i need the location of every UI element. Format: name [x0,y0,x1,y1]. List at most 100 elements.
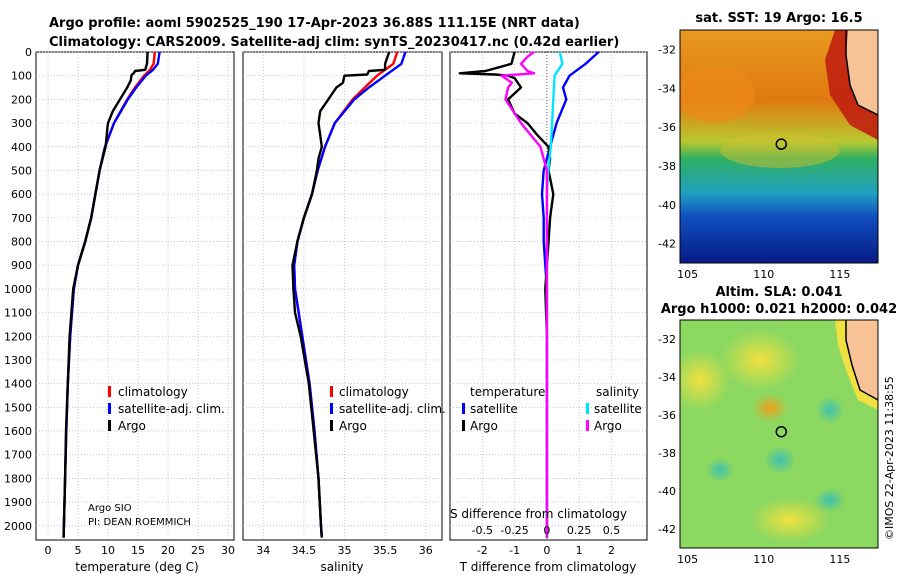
imos-credit: ©IMOS 22-Apr-2023 11:38:55 [883,376,896,540]
temperature-gridlines [36,51,234,540]
legend-satellite-swatch [330,403,333,414]
depth-tick-label: 400 [11,141,32,154]
salinity-legend: climatology satellite-adj. clim. Argo [330,385,446,433]
salinity-gridlines [243,51,442,540]
s-tick-label: 0 [543,524,550,537]
sst-front-patch [720,132,840,168]
legend-climatology-swatch [330,386,333,397]
sla-blob [720,330,800,390]
map-lat-tick-label: -36 [658,409,676,422]
salinity-axes-box [242,51,443,541]
sst-coastline [845,30,878,116]
difference-tick-labels: -2 -1 0 1 2 [477,544,615,557]
depth-tick-label: 500 [11,164,32,177]
temperature-axes-box [35,51,235,541]
sla-map-title: Altim. SLA: 0.041 [716,285,843,300]
depth-tick-label: 1900 [4,496,32,509]
s-difference-tick-labels: -0.5 -0.25 0 0.25 0.5 [472,524,621,537]
map-lon-tick-label: 110 [753,268,774,281]
x-tick-label: 36 [419,544,433,557]
argo-info-line1: Argo SIO [88,503,132,514]
legend-argo-swatch [108,420,111,431]
legend-climatology-label: climatology [339,385,409,399]
depth-tick-label: 1800 [4,472,32,485]
map-lat-tick-label: -34 [658,371,676,384]
legend-argo-label: Argo [339,419,367,433]
legend-argo-label: Argo [118,419,146,433]
temperature-lines [62,51,161,538]
difference-legend: temperature salinity satellite Argo sate… [462,385,642,433]
x-tick-label: 0 [45,544,52,557]
depth-tick-label: 600 [11,188,32,201]
map-lon-tick-label: 115 [829,268,850,281]
sla-blob [680,350,730,410]
sla-map-subtitle: Argo h1000: 0.021 h2000: 0.042 [661,302,897,317]
x-tick-label: -2 [477,544,488,557]
difference-axes-box [449,51,648,541]
map-lon-tick-label: 115 [829,553,850,566]
map-lat-tick-label: -38 [658,447,676,460]
x-tick-label: 0 [543,544,550,557]
x-tick-label: -1 [509,544,520,557]
depth-tick-label: 1700 [4,449,32,462]
sst-map-tick-labels: -32 -34 -36 -38 -40 -42 105 110 115 [658,43,850,281]
x-tick-label: 20 [161,544,175,557]
legend-climatology-label: climatology [118,385,188,399]
map-lon-tick-label: 105 [677,268,698,281]
salinity-lines [291,51,407,538]
sla-blob [752,394,788,422]
legend-t-satellite-swatch [462,403,465,414]
x-tick-label: 30 [221,544,235,557]
difference-panel: -2 -1 0 1 2 -0.5 -0.25 0 0.25 0.5 S difference f… [449,51,648,574]
depth-tick-label: 1000 [4,283,32,296]
x-tick-label: 1 [576,544,583,557]
map-lat-tick-label: -32 [658,43,676,56]
sla-map: Altim. SLA: 0.041 Argo h1000: 0.021 h200… [658,285,897,566]
depth-tick-label: 0 [25,46,32,59]
legend-t-satellite-label: satellite [470,402,518,416]
legend-satellite-swatch [108,403,111,414]
argo-info-line2: PI: DEAN ROEMMICH [88,517,191,528]
map-lon-tick-label: 105 [677,553,698,566]
sla-blob [706,458,734,482]
map-lat-tick-label: -36 [658,121,676,134]
x-tick-label: 10 [101,544,115,557]
s-difference-label: S difference from climatology [450,507,627,521]
x-tick-label: 35.5 [373,544,398,557]
sla-blob [814,488,846,512]
legend-s-satellite-swatch [586,403,589,414]
sla-coastline [845,320,878,401]
map-lon-tick-label: 110 [753,553,774,566]
temperature-panel: 0100200300400500600700800900100011001200… [4,46,235,574]
s-tick-label: -0.5 [472,524,493,537]
sst-map-frame [679,29,879,264]
map-lat-tick-label: -40 [658,199,676,212]
sst-argo-location-marker [775,138,788,150]
sst-map-title: sat. SST: 19 Argo: 16.5 [695,11,862,26]
depth-tick-label: 1300 [4,354,32,367]
depth-tick-label: 800 [11,236,32,249]
legend-s-argo-swatch [586,420,589,431]
x-tick-label: 34 [256,544,270,557]
temperature-xlabel: temperature (deg C) [75,560,198,574]
map-lat-tick-label: -32 [658,333,676,346]
x-tick-label: 2 [608,544,615,557]
sla-argo-location-marker [775,425,788,438]
sla-map-frame [679,319,879,549]
sla-field [680,320,878,548]
depth-tick-label: 200 [11,93,32,106]
sla-land [846,320,878,400]
depth-tick-label: 2000 [4,520,32,533]
depth-tick-label: 300 [11,117,32,130]
s-tick-label: -0.25 [500,524,528,537]
depth-tick-label: 1200 [4,330,32,343]
sst-field [680,30,878,263]
title-line-2: Climatology: CARS2009. Satellite-adj cli… [49,35,619,50]
salinity-panel: 34 34.5 35 35.5 36 salinity climatology sate… [242,51,446,574]
series-line-salinity-argo [500,51,549,538]
depth-tick-label: 1100 [4,307,32,320]
sla-blob [764,446,796,474]
depth-tick-label: 100 [11,70,32,83]
depth-tick-label: 1600 [4,425,32,438]
